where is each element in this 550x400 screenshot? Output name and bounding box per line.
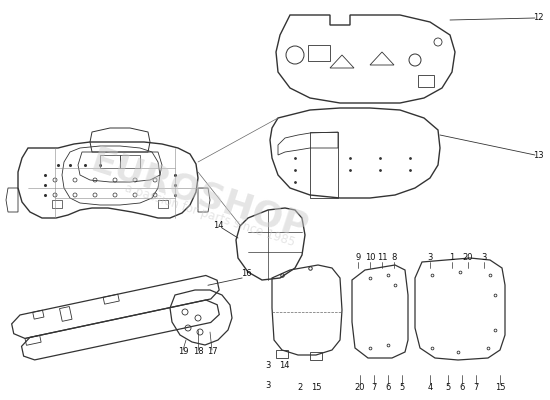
Text: 14: 14 bbox=[213, 222, 223, 230]
Text: a passion for parts since 1985: a passion for parts since 1985 bbox=[123, 181, 297, 249]
Text: 15: 15 bbox=[311, 384, 321, 392]
Text: 3: 3 bbox=[265, 380, 271, 390]
Text: 4: 4 bbox=[427, 384, 433, 392]
Text: 5: 5 bbox=[446, 384, 450, 392]
Text: 18: 18 bbox=[192, 348, 204, 356]
Text: 3: 3 bbox=[427, 254, 433, 262]
Text: 11: 11 bbox=[377, 254, 387, 262]
Text: 12: 12 bbox=[533, 14, 543, 22]
Text: 2: 2 bbox=[298, 384, 302, 392]
Text: 10: 10 bbox=[365, 254, 375, 262]
Text: 6: 6 bbox=[459, 384, 465, 392]
Text: 7: 7 bbox=[371, 384, 377, 392]
Text: 20: 20 bbox=[355, 384, 365, 392]
Text: 14: 14 bbox=[279, 360, 289, 370]
Text: 3: 3 bbox=[481, 254, 487, 262]
Text: 9: 9 bbox=[355, 254, 361, 262]
Text: 13: 13 bbox=[533, 150, 543, 160]
Text: 5: 5 bbox=[399, 384, 405, 392]
Text: 20: 20 bbox=[463, 254, 473, 262]
Text: 7: 7 bbox=[474, 384, 478, 392]
Text: 8: 8 bbox=[391, 254, 397, 262]
Text: 6: 6 bbox=[386, 384, 390, 392]
Text: 16: 16 bbox=[241, 270, 252, 278]
Text: 17: 17 bbox=[207, 348, 217, 356]
Text: 3: 3 bbox=[265, 360, 271, 370]
Text: 15: 15 bbox=[495, 384, 505, 392]
Text: 1: 1 bbox=[449, 254, 455, 262]
Text: 19: 19 bbox=[178, 348, 188, 356]
Text: EUROSHOP: EUROSHOP bbox=[87, 144, 313, 246]
